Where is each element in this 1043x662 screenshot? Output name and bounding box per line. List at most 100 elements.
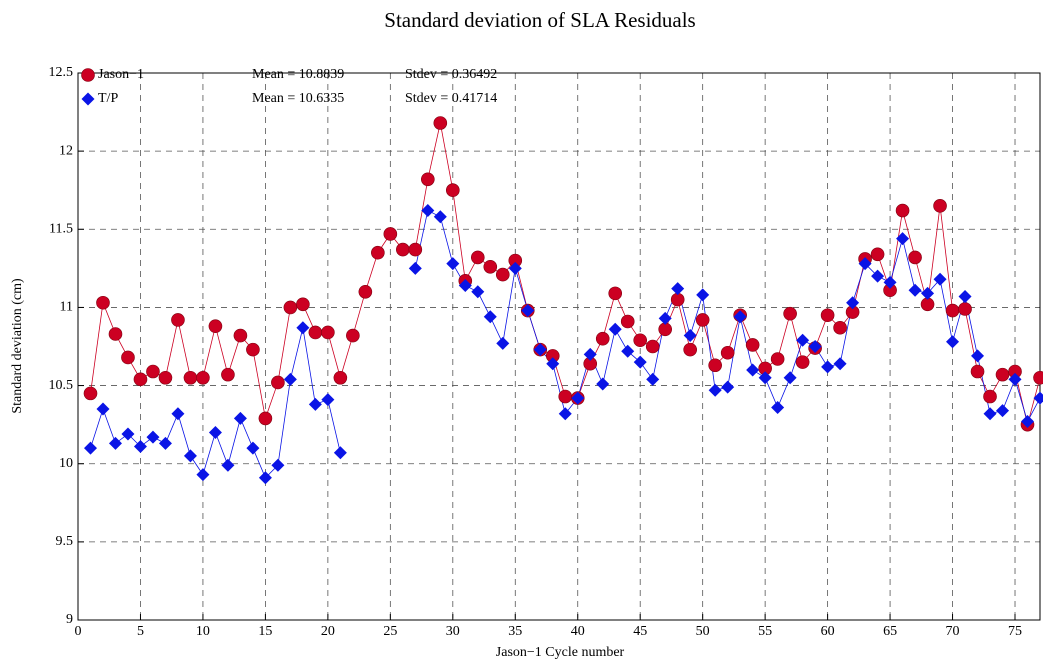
x-tick-label: 15 [258, 624, 272, 639]
marker [258, 471, 272, 485]
marker [896, 232, 910, 246]
marker [696, 288, 710, 302]
marker [821, 360, 835, 374]
marker [246, 441, 260, 455]
legend-marker [81, 68, 95, 82]
marker [983, 407, 997, 421]
marker [133, 372, 148, 387]
marker [820, 308, 835, 323]
annotation: Mean = 10.6335 [252, 91, 344, 106]
marker [895, 203, 910, 218]
marker [283, 300, 298, 315]
y-tick-label: 11 [60, 300, 73, 315]
x-axis-label: Jason−1 Cycle number [496, 645, 625, 660]
marker [233, 411, 247, 425]
marker [470, 250, 485, 265]
marker [645, 339, 660, 354]
marker [708, 383, 722, 397]
marker [596, 377, 610, 391]
marker [471, 285, 485, 299]
marker [221, 367, 235, 382]
marker [333, 370, 348, 385]
marker [783, 306, 797, 321]
x-tick-label: 0 [75, 624, 82, 639]
x-tick-label: 60 [821, 624, 835, 639]
marker [683, 329, 697, 343]
marker [171, 313, 185, 327]
marker [808, 340, 822, 353]
marker [1033, 370, 1043, 385]
y-tick-label: 10 [59, 456, 73, 471]
series-line [90, 209, 1041, 479]
marker [495, 267, 510, 282]
marker [246, 342, 260, 357]
marker [658, 311, 672, 325]
marker [745, 338, 760, 352]
marker [171, 407, 185, 421]
annotation: Stdev = 0.41714 [405, 91, 497, 106]
marker [758, 371, 772, 385]
marker [283, 372, 297, 386]
x-tick-label: 5 [137, 624, 144, 639]
marker [433, 116, 448, 130]
marker [571, 391, 585, 405]
x-tick-label: 55 [758, 624, 772, 639]
marker [733, 310, 747, 324]
marker [221, 458, 235, 472]
marker [433, 210, 447, 224]
y-tick-label: 10.5 [49, 378, 74, 393]
x-tick-label: 30 [446, 624, 460, 639]
y-tick-label: 11.5 [49, 222, 73, 237]
marker [958, 302, 972, 316]
marker [158, 436, 172, 450]
marker [96, 402, 110, 416]
y-tick-label: 9.5 [56, 534, 74, 549]
marker [608, 322, 622, 336]
marker [933, 199, 947, 213]
x-tick-label: 65 [883, 624, 897, 639]
x-tick-label: 50 [696, 624, 710, 639]
marker [158, 370, 173, 385]
marker [208, 319, 223, 333]
marker [1021, 415, 1035, 429]
marker [458, 279, 472, 293]
marker [296, 321, 310, 335]
marker [496, 336, 510, 350]
marker [958, 289, 972, 303]
marker [720, 345, 735, 360]
marker [796, 333, 810, 347]
marker [870, 247, 885, 262]
marker [121, 350, 135, 365]
marker [595, 331, 610, 346]
marker [408, 242, 423, 257]
marker [346, 328, 360, 343]
x-tick-label: 20 [321, 624, 335, 639]
y-tick-label: 9 [66, 612, 73, 627]
marker [196, 468, 210, 482]
marker [833, 320, 847, 335]
marker [933, 272, 947, 286]
marker [908, 250, 922, 265]
marker [333, 446, 347, 460]
marker [846, 296, 860, 310]
marker [146, 430, 160, 444]
marker [683, 342, 697, 357]
marker [671, 282, 685, 296]
marker [883, 275, 897, 289]
marker [308, 325, 323, 340]
marker [421, 204, 435, 218]
marker [770, 352, 785, 366]
marker [783, 371, 797, 385]
marker [421, 172, 435, 187]
marker [258, 411, 273, 426]
marker [83, 386, 98, 401]
marker [546, 357, 560, 371]
marker [871, 269, 885, 283]
marker [508, 261, 522, 275]
marker [296, 297, 310, 312]
marker [358, 284, 373, 299]
annotation: Mean = 10.8839 [252, 67, 344, 82]
y-tick-label: 12 [59, 143, 73, 158]
marker [233, 328, 248, 343]
